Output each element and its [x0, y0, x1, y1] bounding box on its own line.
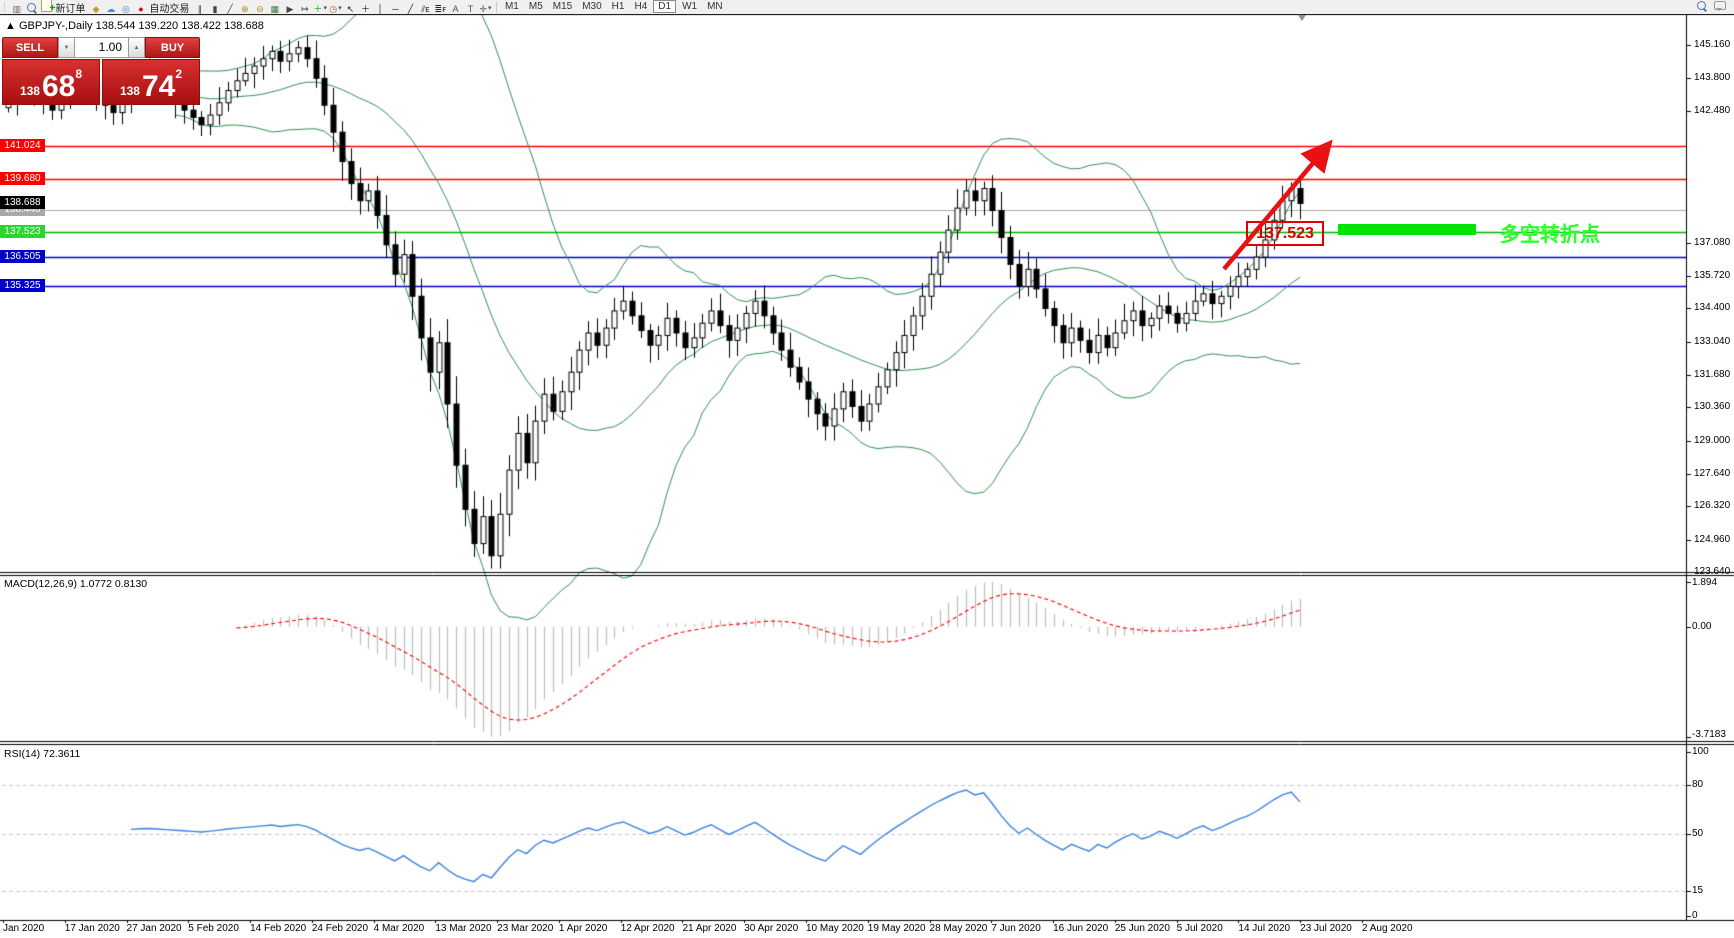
- timeframe-m30[interactable]: M30: [582, 1, 602, 12]
- navigator-icon[interactable]: [25, 1, 38, 13]
- navigator-icon: [27, 2, 37, 12]
- indicators-icon-caret[interactable]: ▾: [323, 4, 327, 12]
- autotrading-label[interactable]: 自动交易: [149, 3, 190, 15]
- periods-icon-caret[interactable]: ▾: [338, 4, 342, 12]
- bar-chart-icon[interactable]: ∥: [197, 3, 203, 14]
- zoom-in-icon[interactable]: ⊕: [241, 3, 249, 14]
- candlestick-chart-icon[interactable]: ▮: [212, 3, 218, 14]
- timeframe-m1[interactable]: M1: [504, 1, 519, 12]
- toolbar-grip: ┊: [2, 1, 8, 12]
- bid-price-button[interactable]: 138 68 8: [2, 59, 100, 105]
- new-order-label[interactable]: 新订单: [55, 3, 86, 15]
- styles-icon[interactable]: ◆: [92, 3, 100, 14]
- horizontal-line-icon[interactable]: ─: [392, 3, 399, 14]
- rsi-indicator-label: RSI(14) 72.3611: [4, 748, 81, 760]
- timeframe-d1[interactable]: D1: [653, 0, 677, 13]
- top-toolbar: ┊ ▥新订单◆☁◎●自动交易∥▮╱⊕⊖▦▶↦＋▾◷▾↖＋│─╱⫽ᴇ≣ꜰAT✛▾ …: [0, 0, 1734, 15]
- shapes-icon[interactable]: ✛ ▾: [479, 3, 492, 14]
- chat-icon[interactable]: [1714, 1, 1726, 13]
- panel-collapse-icon[interactable]: ▲: [5, 20, 16, 32]
- search-icon: [1697, 1, 1706, 10]
- text-icon[interactable]: A: [452, 3, 459, 14]
- ask-pip-digit: 2: [175, 67, 183, 81]
- signals-icon[interactable]: ◎: [121, 3, 130, 14]
- line-chart-icon[interactable]: ╱: [227, 3, 233, 14]
- timeframe-mn[interactable]: MN: [707, 1, 723, 12]
- symbol-name: GBPJPY-,Daily: [18, 20, 93, 32]
- timeframe-h4[interactable]: H4: [634, 1, 648, 12]
- shapes-icon-caret[interactable]: ▾: [487, 4, 492, 12]
- search-icon[interactable]: [1697, 1, 1706, 13]
- fibonacci-icon[interactable]: ≣ꜰ: [434, 3, 447, 14]
- bid-big-digits: 68: [41, 70, 76, 103]
- ask-price-button[interactable]: 138 74 2: [102, 59, 200, 105]
- vertical-line-icon[interactable]: │: [377, 3, 384, 14]
- ohlc-high: 139.220: [138, 20, 179, 32]
- new-order-icon[interactable]: [40, 0, 55, 15]
- chart-window-icon[interactable]: ▥: [12, 3, 22, 14]
- volume-decrease-button[interactable]: ▼: [58, 37, 75, 58]
- bid-prefix: 138: [19, 84, 40, 98]
- cloud-icon[interactable]: ☁: [106, 3, 116, 14]
- ohlc-low: 138.422: [181, 20, 221, 32]
- text-label-icon[interactable]: T: [467, 3, 474, 14]
- volume-input[interactable]: 1.00: [75, 37, 128, 58]
- zoom-out-icon[interactable]: ⊖: [256, 3, 264, 14]
- ohlc-close: 138.688: [224, 20, 264, 32]
- trendline-icon[interactable]: ╱: [407, 3, 414, 14]
- timeframe-m15[interactable]: M15: [552, 1, 573, 12]
- ohlc-open: 138.544: [95, 20, 136, 32]
- timeframe-h1[interactable]: H1: [611, 1, 625, 12]
- crosshair-icon[interactable]: ＋: [360, 3, 370, 14]
- chart-shift-icon[interactable]: ↦: [301, 3, 309, 14]
- chat-icon: [1714, 1, 1726, 11]
- bid-pip-digit: 8: [75, 67, 83, 81]
- ask-prefix: 138: [119, 84, 140, 98]
- volume-increase-button[interactable]: ▲: [128, 37, 145, 58]
- tile-windows-icon[interactable]: ▦: [270, 3, 280, 14]
- periods-icon[interactable]: ◷ ▾: [329, 3, 342, 14]
- buy-button[interactable]: BUY: [145, 37, 200, 58]
- timeframe-m5[interactable]: M5: [528, 1, 543, 12]
- symbol-info-line: ▲ GBPJPY-,Daily 138.544 139.220 138.422 …: [5, 20, 264, 32]
- indicators-icon[interactable]: ＋ ▾: [313, 3, 327, 14]
- cursor-icon[interactable]: ↖: [346, 3, 355, 14]
- sell-button[interactable]: SELL: [2, 37, 58, 58]
- new-order-icon: [41, 0, 55, 15]
- auto-scroll-icon[interactable]: ▶: [286, 3, 294, 14]
- ask-big-digits: 74: [141, 70, 176, 103]
- equidistant-channel-icon[interactable]: ⫽ᴇ: [421, 3, 430, 14]
- autotrading-icon[interactable]: ●: [138, 3, 144, 14]
- macd-indicator-label: MACD(12,26,9) 1.0772 0.8130: [4, 578, 148, 590]
- timeframe-w1[interactable]: W1: [682, 1, 698, 12]
- chart-plot-area[interactable]: [0, 14, 1734, 938]
- one-click-trading-panel: SELL ▼ 1.00 ▲ BUY 138 68 8 138 74 2: [2, 37, 200, 105]
